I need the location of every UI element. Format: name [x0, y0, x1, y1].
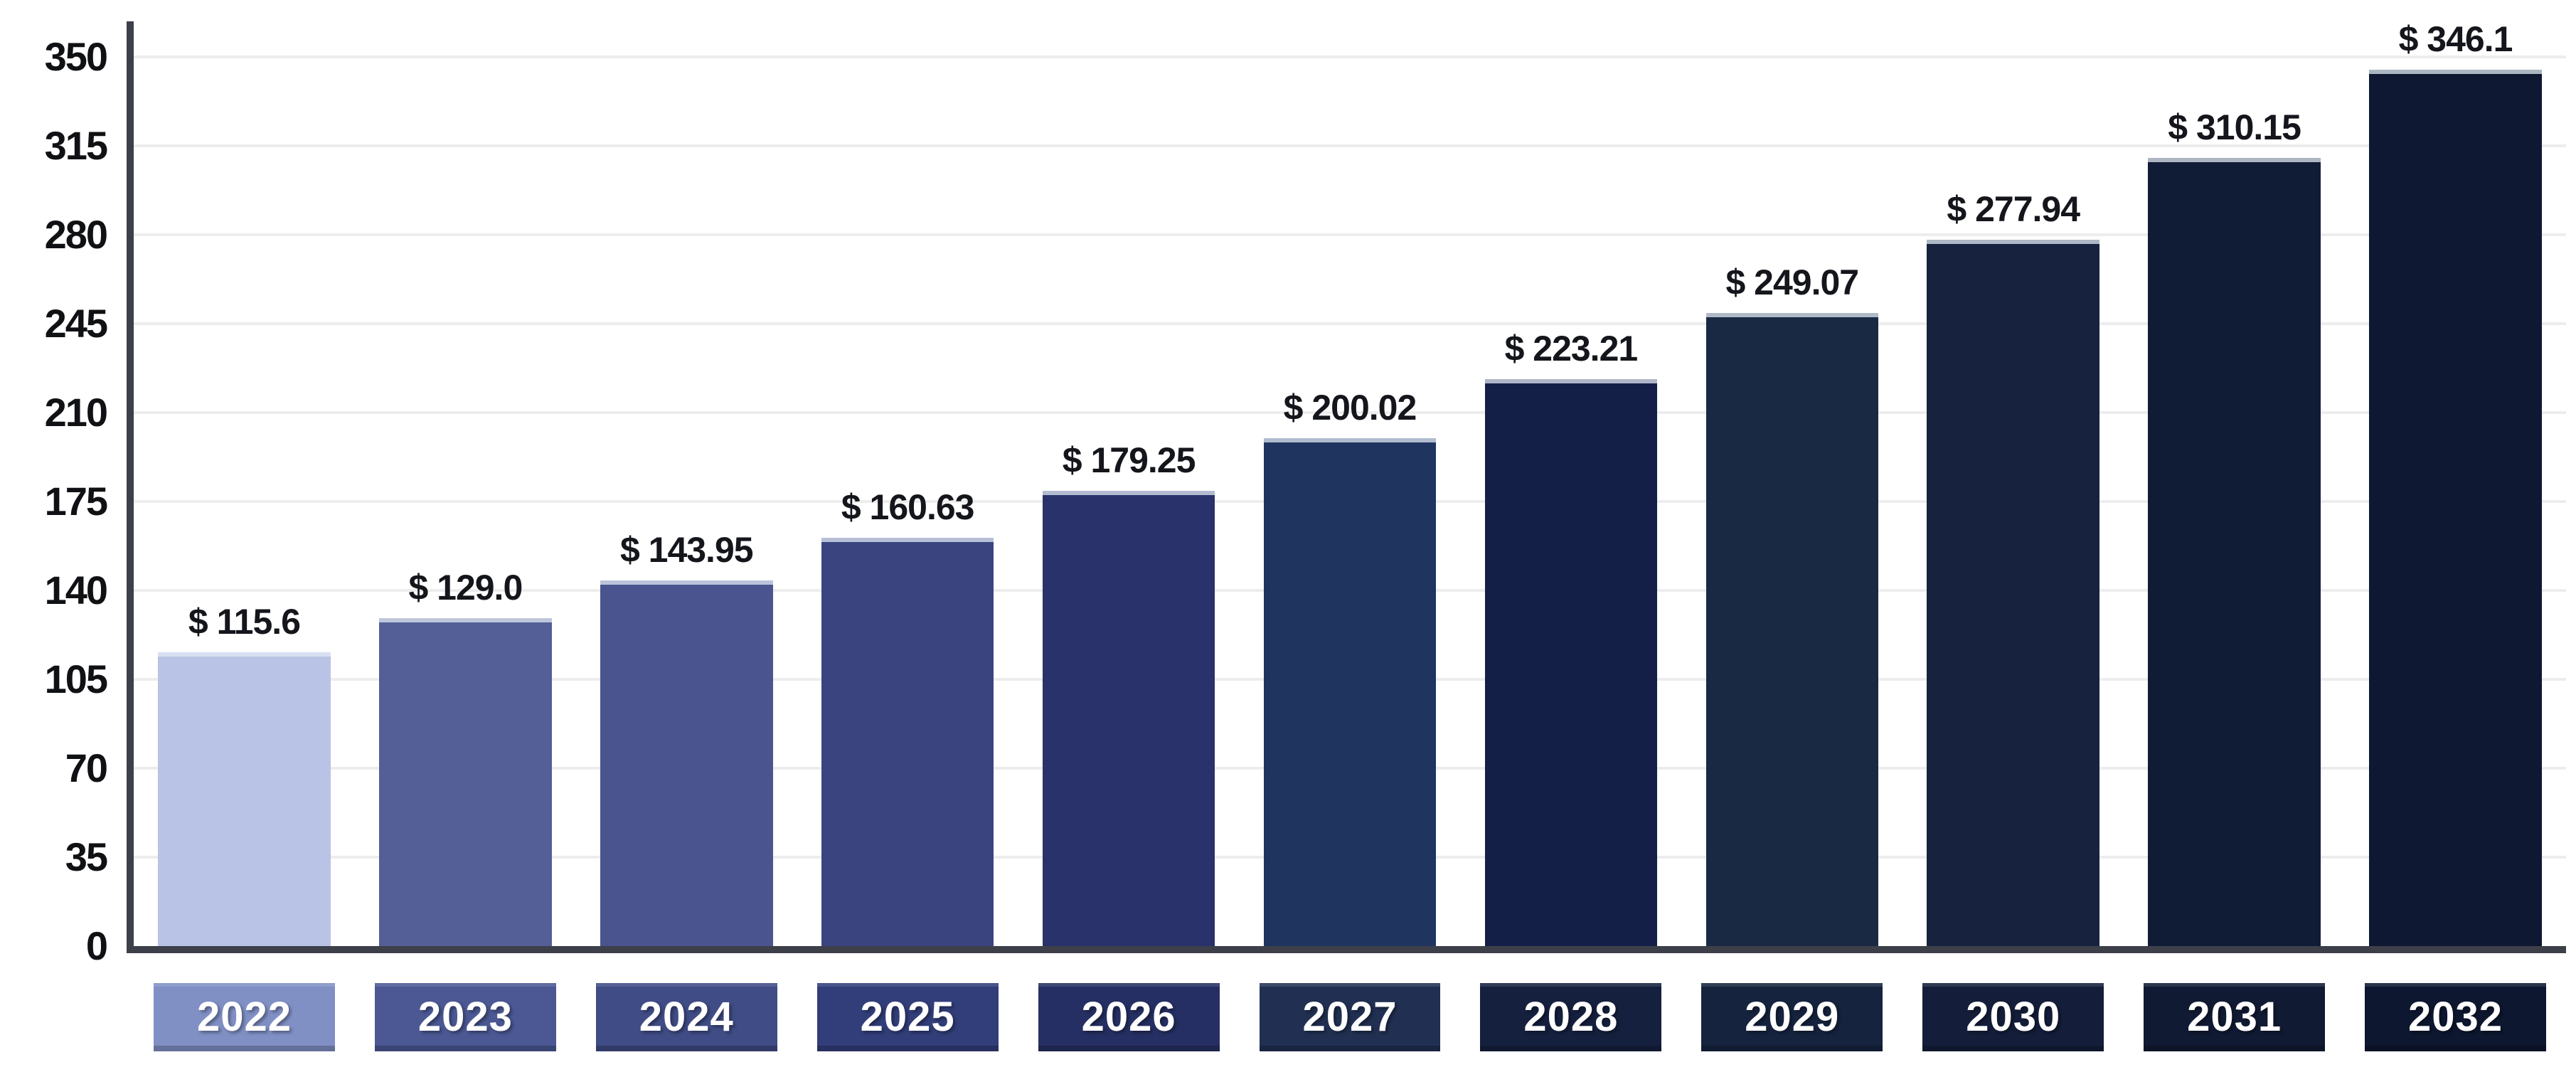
y-axis-tick-label-315: 315 — [44, 122, 108, 168]
value-label-2023: $ 129.0 — [408, 568, 523, 608]
x-axis-category-labels: 2022 2023 2024 2025 2026 2027 2028 2029 2030 2031… — [134, 983, 2566, 1051]
value-label-2030: $ 277.94 — [1947, 189, 2080, 230]
bar-2023 — [379, 618, 552, 946]
bar-2029 — [1705, 313, 1879, 946]
value-label-2025: $ 160.63 — [841, 487, 975, 528]
y-axis-tick-label-70: 70 — [65, 745, 108, 790]
bar-group-2029: $ 249.07 — [1681, 21, 1902, 946]
bar-group-2027: $ 200.02 — [1240, 21, 1461, 946]
bar-2026 — [1042, 490, 1215, 946]
bar-2031 — [2148, 158, 2321, 946]
value-label-2029: $ 249.07 — [1725, 262, 1859, 303]
bar-2024 — [600, 580, 773, 946]
x-label-slot-2027: 2027 — [1240, 983, 1461, 1051]
x-label-slot-2024: 2024 — [576, 983, 797, 1051]
gridline-350 — [134, 55, 2566, 58]
bar-group-2023: $ 129.0 — [355, 21, 576, 946]
value-label-2022: $ 115.6 — [188, 602, 301, 642]
x-axis-year-badge-2029: 2029 — [1701, 983, 1883, 1051]
bar-group-2024: $ 143.95 — [576, 21, 797, 946]
value-label-2026: $ 179.25 — [1062, 440, 1196, 480]
gridline-210 — [134, 411, 2566, 414]
value-label-2027: $ 200.02 — [1283, 387, 1417, 428]
x-axis-year-badge-2028: 2028 — [1480, 983, 1662, 1051]
x-axis-year-badge-2027: 2027 — [1259, 983, 1441, 1051]
x-label-slot-2022: 2022 — [134, 983, 355, 1051]
bar-group-2025: $ 160.63 — [797, 21, 1018, 946]
x-label-slot-2031: 2031 — [2124, 983, 2345, 1051]
value-label-2031: $ 310.15 — [2168, 107, 2301, 148]
x-axis-year-badge-2031: 2031 — [2144, 983, 2326, 1051]
x-label-slot-2029: 2029 — [1681, 983, 1902, 1051]
bar-group-2028: $ 223.21 — [1460, 21, 1681, 946]
y-axis-tick-label-140: 140 — [44, 567, 108, 612]
bar-2028 — [1484, 378, 1658, 946]
y-axis-tick-label-210: 210 — [44, 389, 108, 435]
x-label-slot-2030: 2030 — [1902, 983, 2124, 1051]
y-axis-tick-label-350: 350 — [44, 33, 108, 79]
y-axis-tick-label-175: 175 — [44, 478, 108, 524]
x-axis-year-badge-2026: 2026 — [1038, 983, 1220, 1051]
bar-group-2030: $ 277.94 — [1902, 21, 2124, 946]
x-label-slot-2023: 2023 — [355, 983, 576, 1051]
x-label-slot-2025: 2025 — [797, 983, 1018, 1051]
y-axis-tick-label-35: 35 — [65, 834, 108, 879]
bar-2027 — [1263, 437, 1437, 946]
x-axis-year-badge-2032: 2032 — [2365, 983, 2546, 1051]
bar-group-2026: $ 179.25 — [1018, 21, 1240, 946]
y-axis-tick-label-280: 280 — [44, 211, 108, 257]
gridline-245 — [134, 322, 2566, 325]
bars-layer: $ 115.6 $ 129.0 $ 143.95 $ 160.63 $ 179.25 $ … — [134, 21, 2566, 946]
bar-2025 — [821, 538, 994, 946]
value-label-2024: $ 143.95 — [619, 529, 754, 570]
y-axis-tick-label-245: 245 — [44, 300, 108, 346]
y-axis-tick-label-0: 0 — [85, 923, 108, 968]
bar-2022 — [158, 652, 331, 946]
bar-2030 — [1927, 240, 2099, 946]
bar-group-2022: $ 115.6 — [134, 21, 355, 946]
x-axis-year-badge-2023: 2023 — [374, 983, 556, 1051]
x-axis-year-badge-2024: 2024 — [595, 983, 777, 1051]
x-axis-year-badge-2025: 2025 — [816, 983, 999, 1051]
y-axis-tick-label-105: 105 — [44, 656, 108, 701]
plot-area: 0 35 70 105 140 175 210 245 280 315 350 $ 115.6 $ 1… — [45, 21, 2566, 966]
x-label-slot-2032: 2032 — [2345, 983, 2566, 1051]
bar-group-2032: $ 346.1 — [2345, 21, 2566, 946]
gridline-280 — [134, 233, 2566, 236]
x-axis-year-badge-2022: 2022 — [153, 983, 335, 1051]
x-label-slot-2028: 2028 — [1460, 983, 1681, 1051]
x-axis-year-badge-2030: 2030 — [1922, 983, 2104, 1051]
bar-2032 — [2369, 70, 2542, 946]
value-label-2028: $ 223.21 — [1504, 328, 1639, 368]
gridline-315 — [134, 144, 2566, 147]
bar-group-2031: $ 310.15 — [2124, 21, 2345, 946]
value-label-2032: $ 346.1 — [2398, 19, 2513, 59]
x-label-slot-2026: 2026 — [1018, 983, 1240, 1051]
